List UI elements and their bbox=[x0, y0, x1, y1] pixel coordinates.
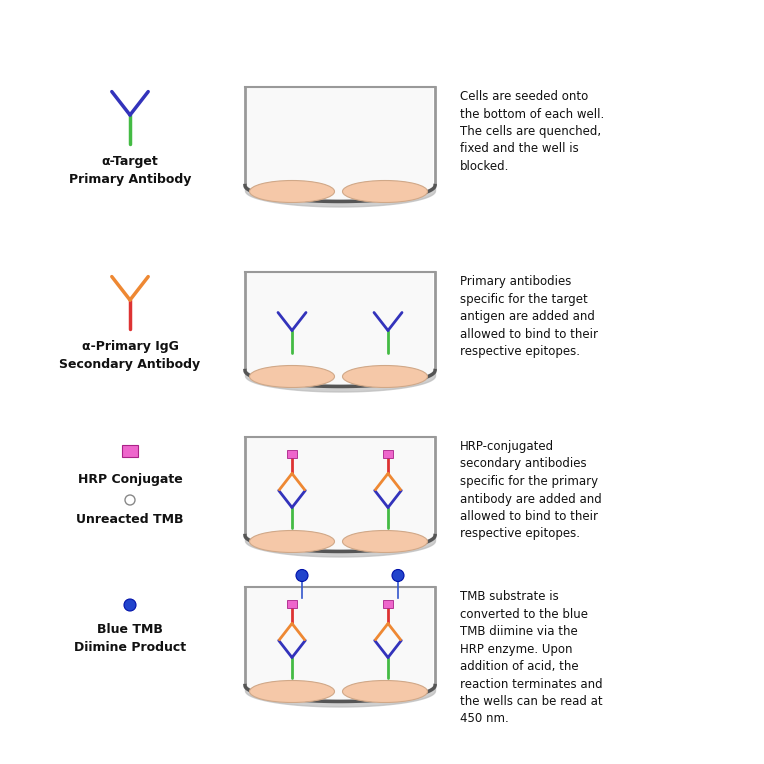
Bar bbox=[287, 449, 297, 458]
Ellipse shape bbox=[342, 180, 428, 202]
Bar bbox=[122, 445, 138, 457]
Ellipse shape bbox=[342, 365, 428, 387]
Ellipse shape bbox=[250, 681, 335, 703]
Text: α-Primary IgG: α-Primary IgG bbox=[82, 340, 179, 353]
Ellipse shape bbox=[342, 681, 428, 703]
Ellipse shape bbox=[250, 365, 335, 387]
Text: Cells are seeded onto
the bottom of each well.
The cells are quenched,
fixed and: Cells are seeded onto the bottom of each… bbox=[460, 90, 604, 173]
Text: HRP Conjugate: HRP Conjugate bbox=[78, 473, 183, 486]
Text: Blue TMB: Blue TMB bbox=[97, 623, 163, 636]
Polygon shape bbox=[247, 587, 433, 700]
Bar bbox=[383, 600, 393, 607]
Circle shape bbox=[392, 569, 404, 581]
Circle shape bbox=[296, 569, 308, 581]
Ellipse shape bbox=[250, 530, 335, 552]
Bar bbox=[287, 600, 297, 607]
Circle shape bbox=[125, 495, 135, 505]
Bar bbox=[383, 449, 393, 458]
Ellipse shape bbox=[250, 180, 335, 202]
Text: Primary Antibody: Primary Antibody bbox=[69, 173, 191, 186]
Text: HRP-conjugated
secondary antibodies
specific for the primary
antibody are added : HRP-conjugated secondary antibodies spec… bbox=[460, 440, 602, 540]
Text: α-Target: α-Target bbox=[102, 155, 158, 168]
Polygon shape bbox=[247, 436, 433, 549]
Text: TMB substrate is
converted to the blue
TMB diimine via the
HRP enzyme. Upon
addi: TMB substrate is converted to the blue T… bbox=[460, 590, 603, 726]
Text: Unreacted TMB: Unreacted TMB bbox=[76, 513, 184, 526]
Ellipse shape bbox=[342, 530, 428, 552]
Polygon shape bbox=[247, 86, 433, 199]
Circle shape bbox=[124, 599, 136, 611]
Text: Diimine Product: Diimine Product bbox=[74, 641, 186, 654]
Polygon shape bbox=[247, 271, 433, 384]
Text: Primary antibodies
specific for the target
antigen are added and
allowed to bind: Primary antibodies specific for the targ… bbox=[460, 275, 598, 358]
Text: Secondary Antibody: Secondary Antibody bbox=[60, 358, 201, 371]
